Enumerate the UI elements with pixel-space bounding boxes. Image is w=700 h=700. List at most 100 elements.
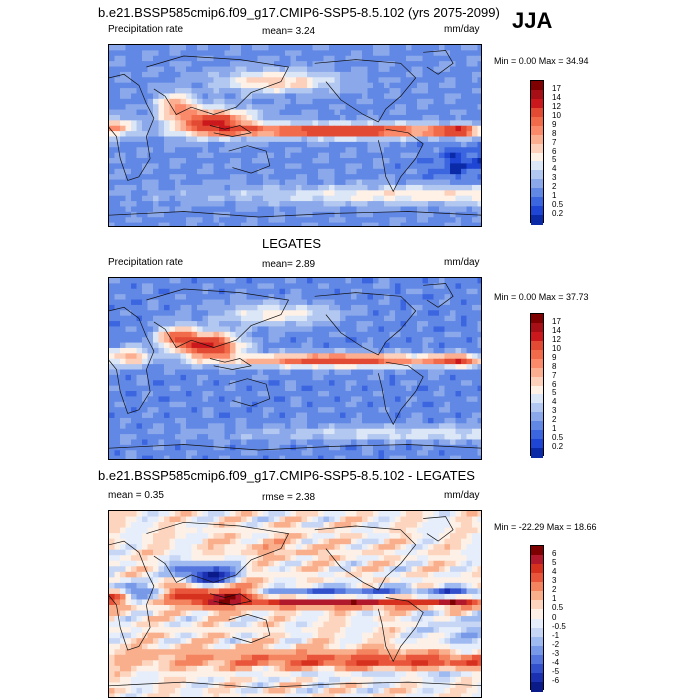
field-cell (373, 141, 380, 148)
field-cell (180, 152, 187, 159)
field-cell (279, 407, 286, 414)
field-cell (186, 412, 193, 419)
field-cell (307, 283, 314, 290)
field-cell (417, 516, 424, 523)
field-cell (301, 217, 308, 224)
field-cell (450, 283, 457, 290)
field-cell (153, 168, 160, 175)
field-cell (362, 98, 369, 105)
field-cell (444, 347, 451, 354)
field-cell (428, 71, 435, 78)
field-cell (191, 374, 198, 381)
field-cell (318, 401, 325, 408)
field-cell (213, 331, 220, 338)
field-cell (428, 147, 435, 154)
field-cell (290, 45, 297, 51)
field-cell (461, 45, 468, 51)
field-cell (362, 288, 369, 295)
field-cell (334, 369, 341, 376)
field-cell (202, 385, 209, 392)
field-cell (114, 158, 121, 165)
field-cell (307, 163, 314, 170)
field-cell (175, 434, 182, 441)
field-cell (142, 278, 149, 284)
field-cell (400, 98, 407, 105)
field-cell (142, 184, 149, 191)
field-cell (461, 114, 468, 121)
field-cell (444, 321, 451, 328)
field-cell (362, 353, 369, 360)
field-cell (367, 412, 374, 419)
coastline (377, 361, 424, 426)
field-cell (153, 147, 160, 154)
field-cell (356, 396, 363, 403)
field-cell (417, 131, 424, 138)
field-cell (378, 278, 385, 284)
field-cell (290, 304, 297, 311)
field-cell (241, 141, 248, 148)
field-cell (202, 364, 209, 371)
field-cell (263, 211, 270, 218)
field-cell (197, 401, 204, 408)
field-cell (384, 158, 391, 165)
field-cell (378, 527, 385, 534)
field-cell (109, 222, 116, 226)
field-cell (356, 163, 363, 170)
field-cell (455, 369, 462, 376)
field-cell (428, 163, 435, 170)
field-cell (235, 385, 242, 392)
field-cell (411, 407, 418, 414)
field-cell (422, 450, 429, 457)
field-cell (301, 109, 308, 116)
field-cell (158, 66, 165, 73)
field-cell (312, 184, 319, 191)
field-cell (120, 55, 127, 62)
field-cell (125, 120, 132, 127)
field-cell (197, 77, 204, 84)
field-cell (345, 450, 352, 457)
field-cell (263, 201, 270, 208)
field-cell (208, 190, 215, 197)
field-cell (175, 347, 182, 354)
field-cell (450, 141, 457, 148)
field-cell (158, 407, 165, 414)
field-cell (285, 50, 292, 57)
field-cell (219, 326, 226, 333)
field-cell (444, 158, 451, 165)
field-cell (285, 294, 292, 301)
field-cell (318, 288, 325, 295)
field-cell (263, 527, 270, 534)
field-cell (246, 190, 253, 197)
field-cell (389, 337, 396, 344)
field-cell (466, 190, 473, 197)
field-cell (395, 385, 402, 392)
field-cell (164, 136, 171, 143)
field-cell (428, 374, 435, 381)
field-cell (158, 152, 165, 159)
field-cell (439, 434, 446, 441)
field-cell (158, 168, 165, 175)
field-cell (389, 439, 396, 446)
field-cell (164, 342, 171, 349)
field-cell (439, 88, 446, 95)
field-cell (340, 114, 347, 121)
field-cell (158, 93, 165, 100)
field-cell (351, 184, 358, 191)
field-cell (125, 450, 132, 457)
field-cell (268, 347, 275, 354)
field-cell (147, 283, 154, 290)
field-cell (257, 455, 264, 459)
field-cell (433, 444, 440, 451)
field-cell (422, 353, 429, 360)
field-cell (219, 294, 226, 301)
field-cell (114, 50, 121, 57)
field-cell (290, 93, 297, 100)
field-cell (186, 391, 193, 398)
field-cell (406, 109, 413, 116)
field-cell (257, 158, 264, 165)
field-cell (279, 527, 286, 534)
field-cell (296, 326, 303, 333)
field-cell (444, 299, 451, 306)
field-cell (472, 184, 479, 191)
field-cell (461, 326, 468, 333)
